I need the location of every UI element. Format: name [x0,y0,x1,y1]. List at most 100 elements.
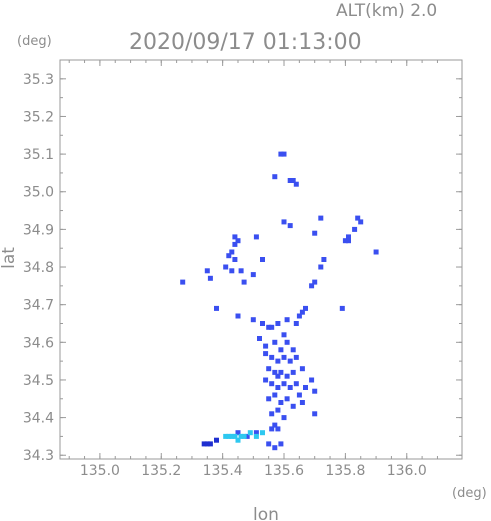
echo-point [299,309,305,315]
chart-timestamp: 2020/09/17 01:13:00 [129,30,362,55]
echo-point [303,385,308,390]
echo-point [232,241,238,247]
echo-point [346,238,351,244]
echo-point [278,151,284,157]
echo-point [272,174,278,180]
echo-point [235,238,241,244]
x-axis-label: lon [253,505,279,521]
echo-points [180,151,379,451]
echo-point [287,178,293,183]
y-tick-label: 35.0 [23,185,54,201]
echo-point [214,437,219,443]
y-tick-label: 34.3 [23,448,54,464]
echo-point [238,268,244,274]
echo-point [346,234,351,240]
x-tick-label: 135.8 [325,463,365,479]
echo-point [223,433,229,439]
echo-point [180,279,186,285]
x-tick-label: 135.0 [80,463,120,479]
x-tick-label: 135.2 [141,463,181,479]
echo-point [293,354,299,360]
x-unit-label: (deg) [452,486,487,501]
echo-point [229,433,235,439]
echo-point [299,366,305,372]
echo-point [290,369,296,375]
echo-point [281,151,287,157]
echo-point [244,433,250,439]
echo-point [272,392,278,398]
echo-point [303,305,308,311]
echo-point [263,377,269,383]
y-tick-label: 34.4 [23,411,54,427]
echo-point [293,181,299,187]
echo-point [296,313,302,319]
y-tick-label: 34.8 [23,260,54,276]
echo-point [278,441,284,447]
echo-point [263,343,269,349]
y-tick-label: 34.5 [23,373,54,389]
echo-point [235,437,241,443]
echo-point [229,249,235,255]
echo-point [260,257,265,262]
x-tick-label: 135.4 [203,463,243,479]
echo-point [275,407,281,413]
echo-point [339,305,345,311]
echo-point [281,219,287,225]
echo-point [352,226,358,232]
echo-point [226,433,232,439]
echo-point [318,215,324,221]
echo-point [355,215,361,221]
echo-point [229,268,235,274]
echo-point [232,257,238,262]
echo-point [260,430,265,436]
echo-point [266,396,272,402]
echo-point [284,317,290,323]
echo-point [260,321,265,326]
echo-point [204,441,210,447]
y-tick-label: 34.9 [23,222,54,238]
echo-point [275,426,281,432]
echo-point [247,430,253,436]
y-axis-label: lat [0,247,19,269]
echo-point [278,347,284,353]
echo-point [290,347,296,353]
echo-point [253,234,259,240]
echo-point [204,268,210,274]
echo-point [235,430,241,436]
echo-point [275,358,281,364]
echo-point [309,283,315,289]
y-unit-label: (deg) [17,34,52,49]
echo-point [272,369,278,375]
echo-point [269,324,275,330]
y-tick-label: 34.6 [23,335,54,351]
echo-point [214,305,219,311]
echo-point [269,354,275,360]
y-tick-label: 35.3 [23,72,54,88]
echo-point [358,219,364,225]
echo-point [253,430,259,436]
echo-point [253,433,259,439]
echo-point [235,313,241,319]
echo-point [312,411,318,417]
y-tick-label: 35.1 [23,147,54,163]
echo-point [250,317,256,323]
echo-point [241,433,247,439]
echo-point [232,433,238,439]
echo-point [207,441,213,447]
echo-point [269,426,275,432]
echo-point [272,445,278,451]
echo-point [281,415,287,421]
echo-point [269,381,275,387]
echo-point [281,354,287,360]
axis-ticks: 135.0 135.2 135.4 135.6 135.8 136.0 34.3 34.4 34… [23,60,462,479]
echo-point [275,321,281,326]
echo-point [284,396,290,402]
echo-point [275,385,281,390]
echo-point [281,332,287,338]
echo-point [281,381,287,387]
x-tick-label: 136.0 [387,463,427,479]
echo-point [263,351,269,357]
echo-point [223,264,229,270]
echo-point [272,422,278,428]
echo-point [232,234,238,240]
